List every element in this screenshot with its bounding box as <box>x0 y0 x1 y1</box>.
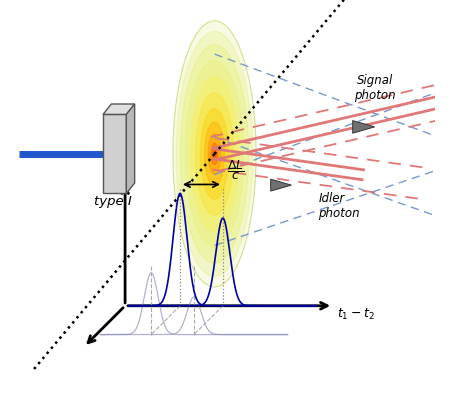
Text: type I: type I <box>94 195 132 208</box>
Polygon shape <box>185 61 244 247</box>
Polygon shape <box>103 114 126 193</box>
Polygon shape <box>103 104 135 114</box>
Polygon shape <box>195 93 234 215</box>
Polygon shape <box>173 21 256 287</box>
Text: $t_1 - t_2$: $t_1 - t_2$ <box>337 307 375 322</box>
Polygon shape <box>176 32 253 276</box>
Polygon shape <box>208 134 221 174</box>
Polygon shape <box>190 77 239 231</box>
Polygon shape <box>205 122 225 186</box>
Polygon shape <box>213 149 216 159</box>
Polygon shape <box>200 109 229 199</box>
Polygon shape <box>271 179 291 191</box>
Polygon shape <box>353 121 375 133</box>
Polygon shape <box>211 143 218 165</box>
Text: Idler
photon: Idler photon <box>319 192 360 220</box>
Polygon shape <box>126 104 135 193</box>
Polygon shape <box>180 45 249 263</box>
Text: $\dfrac{\Delta L}{c}$: $\dfrac{\Delta L}{c}$ <box>227 158 245 182</box>
Text: Signal
photon: Signal photon <box>354 74 395 102</box>
